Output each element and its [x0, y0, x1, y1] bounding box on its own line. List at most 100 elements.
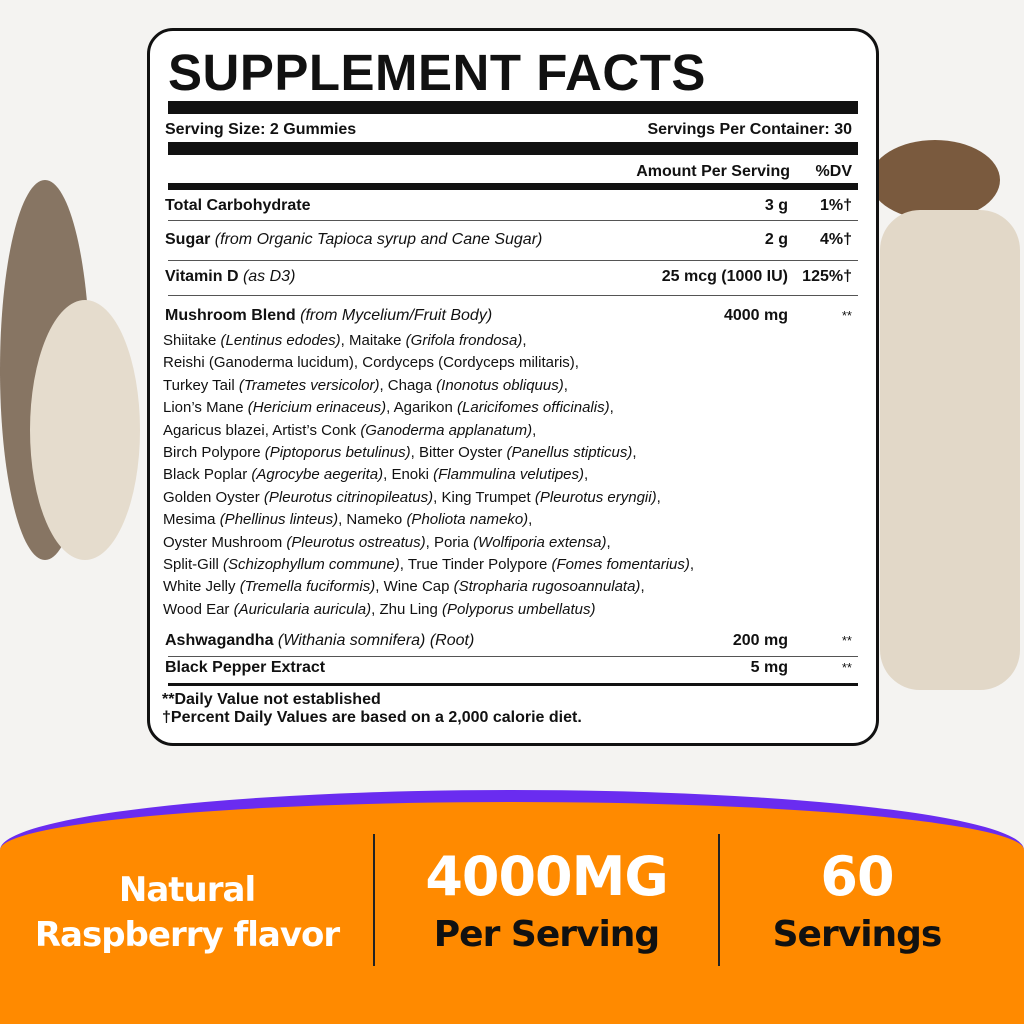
blend-text: , Chaga [379, 376, 437, 394]
nutrient-name: Sugar [165, 231, 211, 248]
blend-text: , [563, 376, 568, 394]
divider-bar [168, 101, 858, 114]
blend-line: Shiitake (Lentinus edodes), Maitake (Gri… [163, 330, 694, 352]
supplement-facts-panel: SUPPLEMENT FACTS Serving Size: 2 Gummies… [147, 28, 879, 746]
blend-text: (Piptoporus betulinus) [264, 444, 411, 462]
mushroom-photo-right-stem [880, 210, 1020, 690]
nutrient-amount: 3 g [764, 197, 788, 214]
blend-line: Reishi (Ganoderma lucidum), Cordyceps (C… [163, 352, 694, 374]
blend-text: , Enoki [383, 466, 434, 484]
blend-text: , Bitter Oyster [410, 444, 507, 462]
blend-line: Agaricus blazei, Artist’s Conk (Ganoderm… [163, 420, 694, 442]
blend-line: Golden Oyster (Pleurotus citrinopileatus… [163, 487, 694, 509]
blend-text: (Pleurotus citrinopileatus) [263, 488, 434, 506]
blend-text: Oyster Mushroom [163, 533, 287, 551]
blend-text: , [632, 444, 637, 462]
blend-text: (Schizophyllum commune) [223, 556, 400, 574]
blend-text: (Wolfiporia extensa) [473, 533, 607, 551]
blend-text: (Pleurotus eryngii) [534, 488, 657, 506]
blend-text: , [640, 578, 645, 596]
blend-text: , [528, 511, 533, 529]
blend-text: Turkey Tail [163, 376, 239, 394]
blend-text: , King Trumpet [433, 488, 535, 506]
blend-line: White Jelly (Tremella fuciformis), Wine … [163, 576, 694, 598]
blend-text: (Pleurotus ostreatus) [286, 533, 426, 551]
serving-size: Serving Size: 2 Gummies [165, 121, 357, 138]
nutrient-name: Black Pepper Extract [165, 659, 326, 676]
blend-text: , Maitake [340, 332, 406, 349]
nutrient-dv: 4%† [819, 231, 852, 248]
header-amount: Amount Per Serving [636, 163, 790, 180]
blend-line: Birch Polypore (Piptoporus betulinus), B… [163, 442, 694, 464]
blend-text: Mesima [163, 511, 220, 529]
blend-text: , Zhu Ling [371, 600, 443, 618]
nutrient-name: Vitamin D [165, 268, 239, 285]
feature-servings-label: Servings [772, 914, 943, 955]
blend-text: (Ganoderma applanatum) [360, 421, 533, 439]
nutrient-name: Ashwagandha [165, 632, 274, 649]
nutrient-row: Ashwagandha (Withania somnifera) (Root) [165, 632, 474, 650]
blend-text: (Hericium erinaceus) [247, 399, 387, 417]
blend-text: , [689, 556, 695, 574]
blend-text: (Polyporus umbellatus) [442, 600, 596, 618]
blend-text: (Pholiota nameko) [406, 511, 529, 529]
blend-text: (Lentinus edodes) [220, 332, 341, 349]
feature-amount-value: 4000MG [425, 845, 668, 908]
header-dv: %DV [815, 163, 852, 180]
panel-title: SUPPLEMENT FACTS [168, 44, 706, 101]
nutrient-dv: 125%† [802, 268, 852, 285]
blend-text: , [656, 488, 661, 506]
blend-text: Agaricus blazei, Artist’s Conk [163, 421, 361, 439]
nutrient-note: (as D3) [238, 268, 296, 285]
row-divider [168, 295, 858, 296]
blend-text: (Tremella fuciformis) [239, 578, 376, 596]
blend-text: (Grifola frondosa) [405, 332, 523, 349]
nutrient-amount: 4000 mg [723, 307, 788, 324]
blend-text: (Stropharia rugosoannulata) [453, 578, 641, 596]
blend-line: Oyster Mushroom (Pleurotus ostreatus), P… [163, 532, 694, 554]
blend-text: (Trametes versicolor) [238, 376, 380, 394]
blend-text: , Nameko [338, 511, 407, 529]
nutrient-amount: 2 g [764, 231, 788, 248]
blend-text: , Agarikon [386, 399, 458, 417]
blend-text: (Phellinus linteus) [219, 511, 339, 529]
feature-flavor-line2: Raspberry flavor [34, 915, 340, 955]
blend-line: Split-Gill (Schizophyllum commune), True… [163, 554, 694, 576]
nutrient-row: Mushroom Blend (from Mycelium/Fruit Body… [165, 307, 492, 325]
blend-text: , [532, 421, 537, 439]
blend-line: Turkey Tail (Trametes versicolor), Chaga… [163, 375, 694, 397]
blend-text: Split-Gill [163, 556, 224, 574]
blend-line: Wood Ear (Auricularia auricula), Zhu Lin… [163, 599, 694, 621]
blend-text: , Wine Cap [375, 578, 454, 596]
blend-text: (Flammulina velutipes) [433, 466, 585, 484]
divider-bar [168, 183, 858, 190]
blend-line: Lion’s Mane (Hericium erinaceus), Agarik… [163, 397, 694, 419]
blend-text: (Inonotus obliquus) [436, 376, 564, 394]
blend-text: , Poria [425, 533, 474, 551]
nutrient-note: (from Mycelium/Fruit Body) [295, 307, 493, 324]
feature-amount-label: Per Serving [433, 914, 660, 955]
feature-flavor-line1: Natural [118, 870, 256, 910]
blend-text: (Auricularia auricula) [233, 600, 372, 618]
blend-text: Wood Ear [163, 600, 234, 618]
blend-text: Black Poplar [163, 466, 252, 484]
feature-divider [373, 834, 375, 966]
nutrient-amount: 25 mcg (1000 IU) [661, 268, 788, 285]
nutrient-name: Mushroom Blend [165, 307, 296, 324]
row-divider [168, 260, 858, 261]
nutrient-dv: ** [841, 308, 852, 323]
nutrient-note: (from Organic Tapioca syrup and Cane Sug… [210, 231, 543, 248]
blend-text: Birch Polypore [163, 444, 265, 462]
blend-text: (Agrocybe aegerita) [251, 466, 384, 484]
nutrient-dv: 1%† [819, 197, 852, 214]
footnote-percent: †Percent Daily Values are based on a 2,0… [162, 709, 582, 726]
nutrient-dv: ** [841, 660, 852, 675]
divider-bar [168, 142, 858, 155]
mushroom-photo-right-cap [870, 140, 1000, 220]
feature-band [0, 790, 1024, 1024]
blend-text: Golden Oyster [163, 488, 264, 506]
blend-text: White Jelly [163, 578, 240, 596]
nutrient-row: Vitamin D (as D3) [165, 268, 295, 286]
blend-text: (Panellus stipticus) [506, 444, 633, 462]
nutrient-amount: 200 mg [732, 632, 788, 649]
